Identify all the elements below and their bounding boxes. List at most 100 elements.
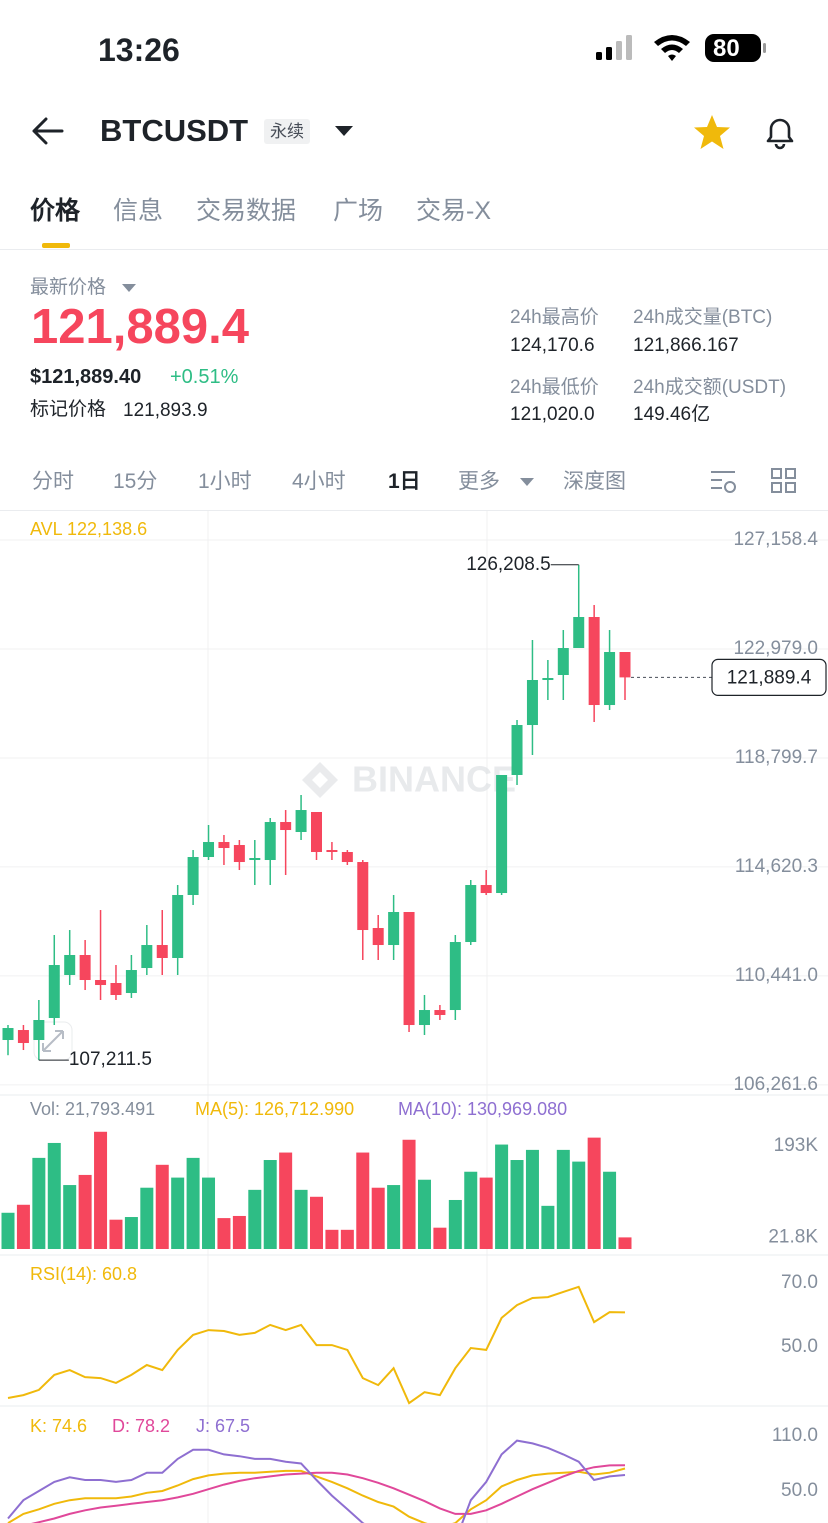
y-tick-label: 50.0 bbox=[781, 1336, 818, 1357]
volume-bar bbox=[417, 1179, 431, 1249]
interval[interactable]: 15分 bbox=[113, 470, 158, 493]
divider bbox=[0, 510, 828, 511]
volume-bar bbox=[202, 1177, 216, 1249]
volume-bar bbox=[340, 1229, 354, 1249]
candle-body bbox=[341, 852, 353, 863]
tab[interactable]: 交易-X bbox=[416, 197, 492, 225]
candle-body bbox=[557, 648, 569, 675]
candle-body bbox=[141, 945, 153, 969]
y-tick-label: 110.0 bbox=[772, 1425, 818, 1446]
stat-label: 24h最低价 bbox=[510, 377, 599, 398]
candle-body bbox=[403, 912, 415, 1026]
candle-body bbox=[79, 955, 91, 981]
stat-value: 149.46亿 bbox=[633, 404, 711, 425]
candle-body bbox=[511, 725, 523, 775]
candle-body bbox=[619, 652, 631, 678]
volume-bar bbox=[433, 1227, 447, 1249]
interval[interactable]: 深度图 bbox=[563, 470, 626, 493]
legend-entry: J: 67.5 bbox=[196, 1416, 250, 1436]
volume-bar bbox=[140, 1187, 154, 1249]
volume-label: Vol: 21,793.491 bbox=[30, 1099, 155, 1119]
legend-entry: K: 74.6 bbox=[30, 1416, 87, 1436]
volume-bar bbox=[356, 1152, 370, 1249]
candle-body bbox=[203, 842, 215, 858]
indicator-line bbox=[7, 1285, 626, 1405]
candle-body bbox=[311, 812, 322, 853]
candle-body bbox=[449, 942, 461, 1011]
alert-bell[interactable] bbox=[760, 112, 800, 152]
tab[interactable]: 信息 bbox=[113, 197, 164, 225]
y-tick-label: 21.8K bbox=[768, 1226, 818, 1247]
candle-body bbox=[233, 845, 245, 863]
candle-body bbox=[326, 850, 338, 853]
interval[interactable]: 更多 bbox=[458, 470, 500, 493]
candle-body bbox=[496, 775, 508, 894]
candle-body bbox=[17, 1030, 29, 1044]
candle-body bbox=[218, 842, 230, 849]
chart-background bbox=[0, 511, 828, 1523]
indicator-settings[interactable] bbox=[708, 467, 740, 497]
legend-entry: RSI(14): 60.8 bbox=[30, 1264, 137, 1284]
interval[interactable]: 1日 bbox=[388, 470, 421, 493]
candle-body bbox=[465, 885, 477, 943]
volume-bar bbox=[171, 1177, 185, 1249]
candle-body bbox=[64, 955, 76, 975]
usd-price: $121,889.40 bbox=[30, 366, 142, 388]
volume-bar bbox=[310, 1196, 323, 1249]
volume-bar bbox=[94, 1131, 108, 1249]
candle-body bbox=[125, 970, 137, 994]
volume-bar bbox=[78, 1174, 92, 1249]
chart-label: AVL 122,138.6 bbox=[30, 519, 147, 539]
watermark: BINANCE bbox=[352, 759, 516, 800]
volume-bar bbox=[63, 1185, 77, 1249]
back-button[interactable] bbox=[30, 115, 66, 147]
tab[interactable]: 交易数据 bbox=[196, 197, 297, 225]
tab-indicator bbox=[42, 243, 70, 248]
price-label: 最新价格 bbox=[30, 277, 107, 298]
volume-bar bbox=[217, 1218, 231, 1249]
layout-button[interactable] bbox=[770, 467, 798, 495]
y-tick-label: 118,799.7 bbox=[735, 747, 818, 768]
interval[interactable]: 1小时 bbox=[198, 470, 252, 493]
symbol-dropdown[interactable] bbox=[333, 124, 355, 138]
symbol[interactable]: BTCUSDT bbox=[100, 113, 249, 148]
candle-body bbox=[588, 617, 600, 706]
candle-body bbox=[187, 857, 199, 895]
candle-body bbox=[2, 1028, 14, 1041]
candle-body bbox=[249, 857, 261, 861]
favorite-star[interactable] bbox=[692, 112, 732, 152]
interval[interactable]: 分时 bbox=[32, 470, 74, 493]
tab[interactable]: 广场 bbox=[333, 197, 384, 225]
volume-bar bbox=[603, 1171, 617, 1249]
volume-bar bbox=[263, 1160, 277, 1249]
last-price-label: 121,889.4 bbox=[727, 667, 812, 688]
candle-body bbox=[172, 895, 184, 958]
price-label-caret bbox=[122, 284, 136, 292]
volume-bar bbox=[325, 1229, 339, 1249]
volume-bar bbox=[556, 1149, 570, 1249]
stat-value: 121,866.167 bbox=[633, 335, 739, 356]
stat-label: 24h成交额(USDT) bbox=[633, 377, 787, 398]
volume-bar bbox=[279, 1152, 293, 1249]
volume-bar bbox=[525, 1149, 539, 1249]
volume-bar bbox=[16, 1204, 30, 1249]
battery: 80 bbox=[713, 35, 740, 62]
interval[interactable]: 4小时 bbox=[292, 470, 346, 493]
candle-body bbox=[48, 965, 60, 1018]
volume-bar bbox=[155, 1164, 169, 1249]
stat-label: 24h最高价 bbox=[510, 307, 599, 328]
y-tick-label: 106,261.6 bbox=[733, 1074, 818, 1095]
candle-body bbox=[434, 1010, 446, 1015]
time: 13:26 bbox=[98, 32, 180, 68]
indicator-lines bbox=[7, 1439, 626, 1523]
candle-body bbox=[280, 822, 292, 831]
volume-bar bbox=[618, 1237, 632, 1249]
y-tick-label: 122,979.0 bbox=[733, 638, 818, 659]
tab[interactable]: 价格 bbox=[30, 197, 81, 225]
indicator-line bbox=[7, 1439, 626, 1523]
volume-bar bbox=[387, 1185, 401, 1249]
candle-body bbox=[357, 862, 369, 931]
candle-body bbox=[372, 928, 384, 946]
